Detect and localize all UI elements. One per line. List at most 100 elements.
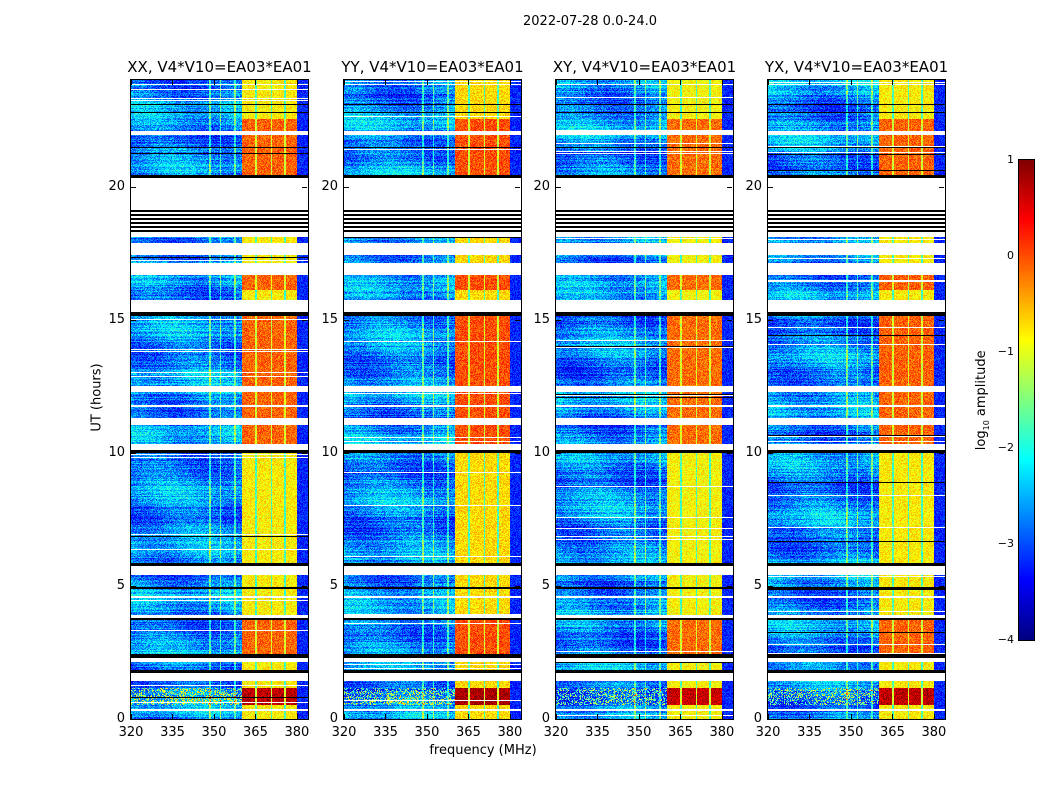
- panel-title: YX, V4*V10=EA03*EA01: [764, 58, 949, 76]
- y-tick-label: 0: [116, 711, 125, 726]
- y-tick-mark: [344, 719, 349, 720]
- x-tick-label: 350: [626, 725, 652, 740]
- x-tick-mark: [296, 714, 298, 719]
- y-tick-mark: [939, 452, 944, 454]
- heatmap-image: [556, 80, 733, 719]
- x-tick-label: 320: [755, 725, 781, 740]
- y-tick-mark: [131, 585, 136, 587]
- x-tick-mark: [385, 80, 387, 85]
- x-tick-mark: [255, 80, 257, 85]
- x-tick-mark: [809, 80, 811, 85]
- y-tick-mark: [344, 319, 349, 321]
- x-tick-mark: [509, 714, 511, 719]
- y-tick-mark: [344, 186, 349, 188]
- x-tick-mark: [468, 80, 470, 85]
- y-tick-label: 5: [541, 577, 550, 593]
- y-tick-label: 5: [116, 577, 125, 593]
- y-axis-label: UT (hours): [89, 363, 105, 432]
- y-tick-label: 0: [329, 711, 338, 726]
- colorbar: [1018, 159, 1035, 641]
- x-tick-mark: [385, 714, 387, 719]
- heatmap-image: [768, 80, 945, 719]
- x-tick-label: 380: [284, 725, 310, 740]
- colorbar-tick-label: −2: [997, 441, 1014, 454]
- x-tick-mark: [131, 714, 132, 719]
- x-tick-label: 350: [414, 725, 440, 740]
- y-tick-label: 10: [108, 444, 125, 460]
- colorbar-label-suffix: amplitude: [974, 350, 990, 421]
- x-tick-mark: [213, 80, 215, 85]
- y-tick-mark: [515, 186, 520, 188]
- x-tick-label: 350: [201, 725, 227, 740]
- y-tick-label: 0: [753, 711, 762, 726]
- y-tick-label: 10: [533, 444, 550, 460]
- x-tick-mark: [296, 80, 298, 85]
- y-tick-label: 5: [329, 577, 338, 593]
- y-tick-mark: [939, 319, 944, 321]
- y-tick-mark: [131, 452, 136, 454]
- colorbar-tick-label: 1: [1007, 153, 1014, 166]
- panel-title: YY, V4*V10=EA03*EA01: [341, 58, 524, 76]
- x-tick-mark: [597, 80, 599, 85]
- y-tick-mark: [302, 319, 307, 321]
- x-tick-mark: [768, 714, 769, 719]
- x-tick-label: 365: [456, 725, 481, 740]
- y-tick-mark: [556, 186, 561, 188]
- x-tick-mark: [255, 714, 257, 719]
- y-tick-mark: [556, 452, 561, 454]
- y-tick-mark: [515, 719, 520, 720]
- x-axis-label: frequency (MHz): [429, 743, 537, 758]
- y-tick-mark: [556, 319, 561, 321]
- panel-2: XY, V4*V10=EA03*EA01 320 335 350 365 380 0 5 10 1…: [533, 58, 736, 740]
- x-tick-mark: [809, 714, 811, 719]
- y-tick-mark: [727, 186, 732, 188]
- y-tick-mark: [768, 452, 773, 454]
- y-tick-label: 15: [745, 311, 762, 327]
- x-tick-label: 335: [585, 725, 610, 740]
- y-tick-mark: [727, 452, 732, 454]
- x-tick-mark: [597, 714, 599, 719]
- y-tick-mark: [727, 319, 732, 321]
- y-tick-mark: [768, 585, 773, 587]
- x-tick-label: 335: [373, 725, 398, 740]
- x-tick-mark: [344, 80, 345, 85]
- x-tick-mark: [768, 80, 769, 85]
- colorbar-tick-label: −3: [997, 537, 1014, 550]
- panel-title: XX, V4*V10=EA03*EA01: [127, 58, 312, 76]
- x-tick-mark: [680, 714, 682, 719]
- x-tick-mark: [426, 80, 428, 85]
- panel-title: XY, V4*V10=EA03*EA01: [552, 58, 737, 76]
- y-tick-mark: [939, 719, 944, 720]
- y-tick-mark: [515, 585, 520, 587]
- y-tick-mark: [515, 319, 520, 321]
- y-tick-mark: [939, 585, 944, 587]
- x-tick-mark: [721, 80, 723, 85]
- x-tick-mark: [468, 714, 470, 719]
- y-tick-mark: [302, 452, 307, 454]
- x-tick-label: 380: [497, 725, 523, 740]
- x-tick-label: 350: [838, 725, 864, 740]
- colorbar-gradient: [1019, 160, 1034, 640]
- x-tick-mark: [556, 714, 557, 719]
- x-tick-mark: [172, 80, 174, 85]
- x-tick-mark: [680, 80, 682, 85]
- x-tick-label: 335: [160, 725, 185, 740]
- x-tick-mark: [426, 714, 428, 719]
- x-tick-mark: [892, 80, 894, 85]
- x-tick-mark: [933, 714, 935, 719]
- y-tick-mark: [556, 585, 561, 587]
- y-tick-mark: [131, 319, 136, 321]
- figure-title: 2022-07-28 0.0-24.0: [523, 14, 657, 29]
- y-tick-mark: [302, 585, 307, 587]
- y-tick-label: 10: [321, 444, 338, 460]
- y-tick-label: 15: [321, 311, 338, 327]
- heatmap-image: [131, 80, 308, 719]
- x-tick-label: 365: [243, 725, 268, 740]
- colorbar-label: log10 amplitude: [974, 333, 991, 468]
- y-tick-label: 20: [321, 178, 338, 194]
- y-tick-mark: [768, 186, 773, 188]
- x-tick-mark: [172, 714, 174, 719]
- x-tick-mark: [933, 80, 935, 85]
- x-tick-label: 365: [880, 725, 905, 740]
- x-tick-label: 320: [331, 725, 357, 740]
